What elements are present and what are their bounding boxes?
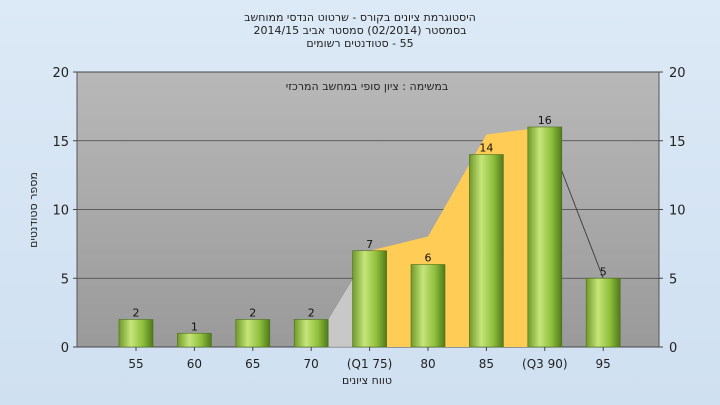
bar-70 bbox=[293, 319, 329, 348]
data-label: 16 bbox=[538, 114, 552, 127]
y-axis-title: מספר סטודנטים bbox=[27, 172, 40, 248]
chart-title-line-1: היסטוגרמת ציונים בקורס - שרטוט הנדסי ממו… bbox=[244, 11, 476, 24]
y-tick-label-left: 20 bbox=[52, 66, 69, 81]
chart-annotation: במשימה : ציון סופי במחשב המרכזי bbox=[286, 80, 449, 93]
bar-(Q1 75) bbox=[352, 250, 387, 348]
data-labels: 2 1 2 2 7 6 14 16 5 bbox=[133, 114, 607, 333]
chart-title-line-2: בסמסטר (02/2014) סמסטר אביב 2014/15 bbox=[253, 24, 467, 37]
data-label: 1 bbox=[191, 320, 198, 333]
bar-60 bbox=[177, 332, 212, 348]
y-tick-label-right: 20 bbox=[669, 66, 686, 81]
x-axis-title: טווח ציונים bbox=[342, 374, 392, 387]
y-tick-label-right: 0 bbox=[669, 341, 677, 356]
chart-title-line-3: 55 - סטודנטים רשומים bbox=[306, 37, 414, 50]
bar-65 bbox=[235, 319, 271, 348]
y-tick-label-right: 15 bbox=[669, 135, 686, 150]
y-tick-label-left: 5 bbox=[61, 272, 69, 287]
y-tick-label-right: 5 bbox=[669, 272, 677, 287]
y-tick-label-right: 10 bbox=[669, 204, 686, 219]
bars bbox=[118, 126, 621, 348]
data-label: 2 bbox=[308, 307, 315, 320]
bar-80 bbox=[410, 264, 446, 348]
bar-(Q3 90) bbox=[527, 126, 563, 348]
x-tick-label: (Q1 75) bbox=[347, 357, 393, 371]
data-label: 6 bbox=[425, 252, 432, 265]
x-tick-label: 95 bbox=[596, 357, 611, 371]
data-label: 14 bbox=[479, 142, 493, 155]
x-tick-label: 85 bbox=[479, 357, 494, 371]
x-tick-label: 80 bbox=[420, 357, 435, 371]
y-tick-label-left: 10 bbox=[52, 204, 69, 219]
data-label: 5 bbox=[600, 265, 607, 278]
data-label: 2 bbox=[133, 307, 140, 320]
x-tick-label: 65 bbox=[245, 357, 260, 371]
y-tick-label-left: 15 bbox=[52, 135, 69, 150]
bar-85 bbox=[469, 154, 504, 348]
data-label: 2 bbox=[249, 307, 256, 320]
data-label: 7 bbox=[366, 238, 373, 251]
y-tick-label-left: 0 bbox=[61, 341, 69, 356]
bar-55 bbox=[118, 319, 154, 348]
x-tick-label: 55 bbox=[128, 357, 143, 371]
x-tick-label: 70 bbox=[304, 357, 319, 371]
x-tick-label: 60 bbox=[187, 357, 202, 371]
bar-95 bbox=[585, 277, 621, 348]
x-tick-label: (Q3 90) bbox=[522, 357, 568, 371]
